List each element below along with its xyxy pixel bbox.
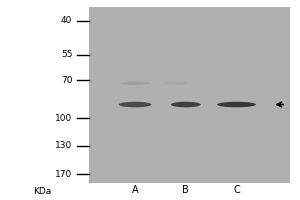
Ellipse shape [171, 102, 201, 107]
Text: KDa: KDa [33, 187, 52, 196]
Text: 100: 100 [55, 114, 72, 123]
Ellipse shape [163, 81, 188, 85]
Text: 55: 55 [61, 50, 72, 59]
Text: 170: 170 [55, 170, 72, 179]
Ellipse shape [217, 102, 256, 107]
Text: 70: 70 [61, 76, 72, 85]
Text: 130: 130 [55, 141, 72, 150]
Text: 40: 40 [61, 16, 72, 25]
Ellipse shape [120, 81, 150, 85]
Text: A: A [132, 185, 138, 195]
Bar [89, 7, 290, 183]
Text: B: B [182, 185, 189, 195]
Ellipse shape [118, 102, 152, 107]
Text: C: C [233, 185, 240, 195]
